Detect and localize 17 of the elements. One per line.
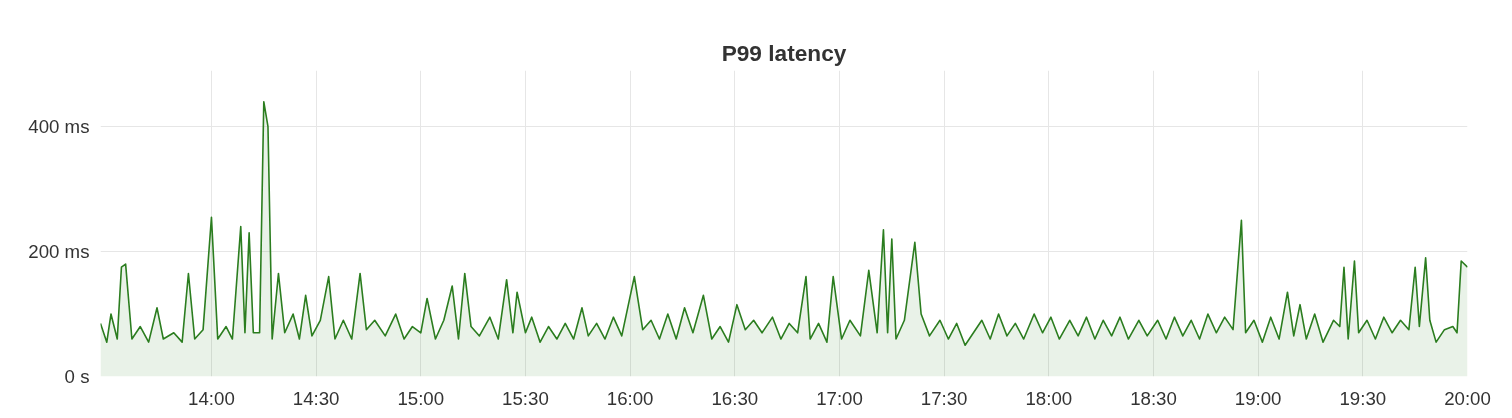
- x-tick-label: 19:00: [1234, 387, 1282, 409]
- x-tick-label: 15:30: [502, 387, 549, 409]
- x-tick-label: 15:00: [397, 387, 445, 409]
- x-tick-label: 16:30: [711, 387, 759, 409]
- x-tick-label: 14:30: [292, 387, 340, 409]
- x-tick-label: 14:00: [188, 387, 235, 409]
- y-tick-label: 0 s: [64, 366, 90, 387]
- y-tick-label: 400 ms: [28, 116, 90, 138]
- x-tick-label: 19:30: [1339, 387, 1387, 409]
- x-tick-label: 18:30: [1130, 387, 1177, 409]
- x-tick-label: 17:30: [920, 387, 968, 409]
- x-tick-label: 18:00: [1025, 387, 1073, 409]
- x-tick-label: 20:00: [1444, 387, 1491, 409]
- y-tick-label: 200 ms: [28, 241, 90, 263]
- x-tick-label: 16:00: [606, 387, 654, 409]
- x-tick-label: 17:00: [816, 387, 863, 409]
- chart-title: P99 latency: [721, 39, 847, 66]
